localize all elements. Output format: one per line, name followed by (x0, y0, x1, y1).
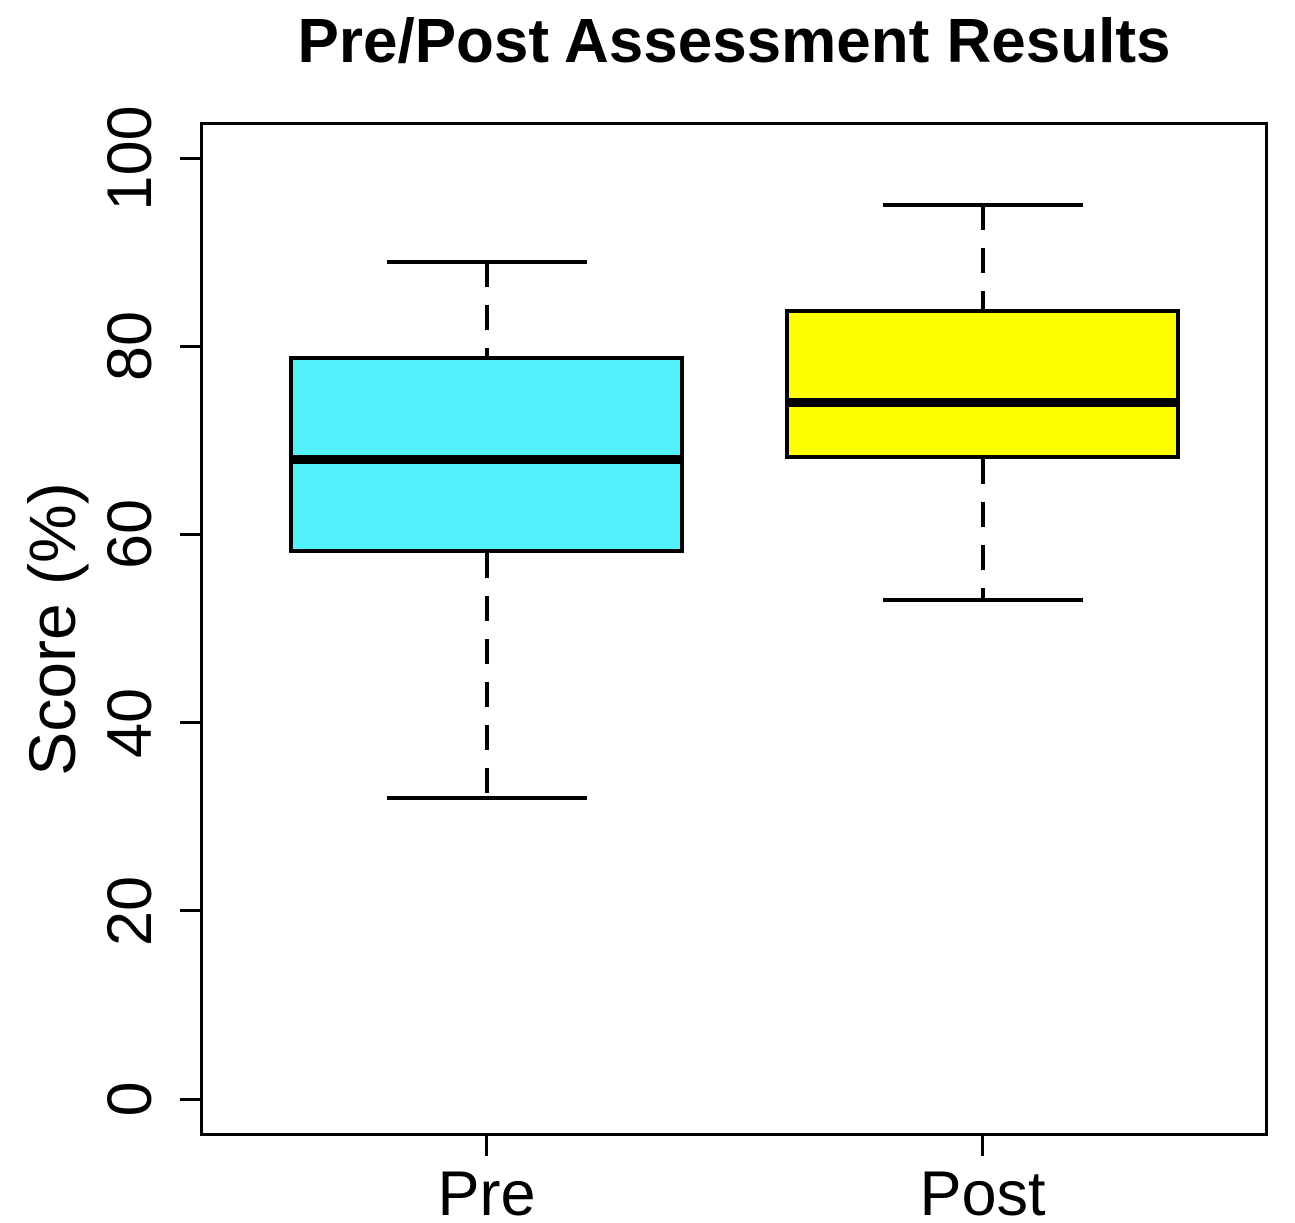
y-axis-tick-label: 20 (95, 875, 165, 946)
y-axis-tick (180, 721, 200, 725)
lower-whisker-line (484, 553, 489, 798)
y-axis-tick (180, 156, 200, 160)
y-axis-tick-label: 100 (95, 105, 165, 211)
y-axis-tick-label: 80 (95, 311, 165, 382)
upper-whisker-cap (386, 259, 587, 264)
y-axis-tick-label: 60 (95, 499, 165, 570)
lower-whisker-line (980, 459, 985, 601)
y-axis-tick (180, 1097, 200, 1101)
median-line (785, 398, 1181, 408)
lower-whisker-cap (882, 598, 1083, 603)
iqr-box-post (785, 308, 1181, 460)
x-axis-tick (485, 1136, 489, 1156)
median-line (289, 454, 685, 464)
y-axis-tick (180, 532, 200, 536)
y-axis-label: Score (%) (15, 482, 89, 776)
y-axis-tick-label: 40 (95, 687, 165, 758)
plot-area (200, 122, 1268, 1136)
chart-title: Pre/Post Assessment Results (297, 7, 1171, 76)
x-axis-category-label: Post (919, 1159, 1046, 1223)
upper-whisker-line (484, 261, 489, 356)
iqr-box-pre (289, 355, 685, 554)
x-axis-category-label: Pre (437, 1159, 536, 1223)
upper-whisker-line (980, 205, 985, 309)
y-axis-tick-label: 0 (95, 1081, 165, 1117)
y-axis-tick (180, 909, 200, 913)
lower-whisker-cap (386, 795, 587, 800)
upper-whisker-cap (882, 203, 1083, 208)
x-axis-tick (981, 1136, 985, 1156)
y-axis-tick (180, 344, 200, 348)
